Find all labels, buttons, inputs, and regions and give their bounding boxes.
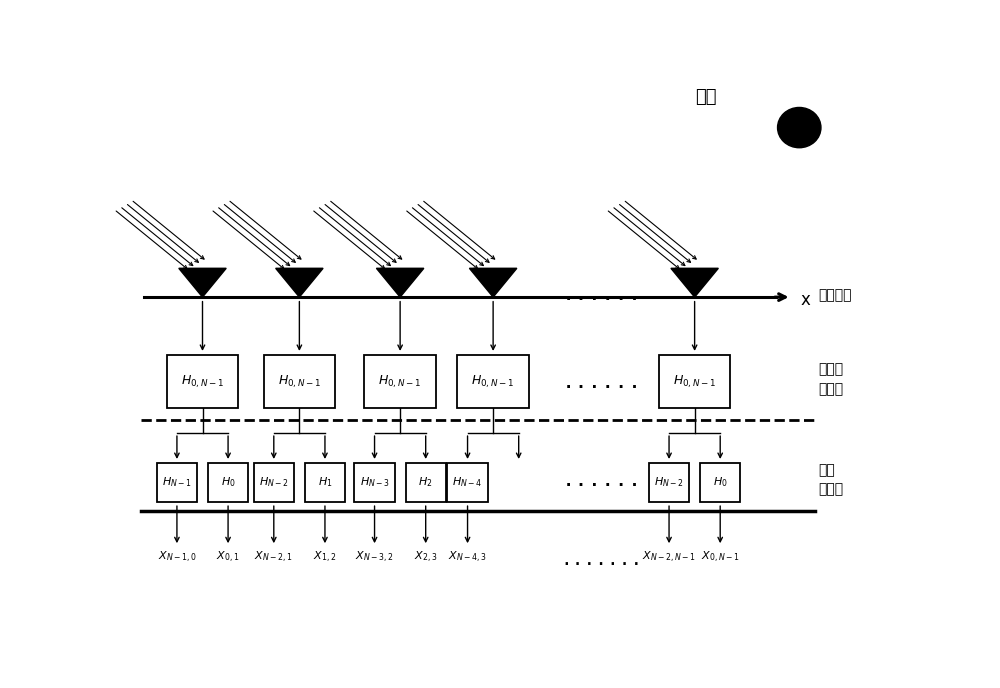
FancyBboxPatch shape	[700, 464, 740, 502]
Text: 宽带滤
波器组: 宽带滤 波器组	[819, 363, 844, 396]
FancyBboxPatch shape	[208, 464, 248, 502]
Text: $X_{N-2,N-1}$: $X_{N-2,N-1}$	[642, 550, 696, 566]
FancyBboxPatch shape	[354, 464, 395, 502]
Ellipse shape	[778, 107, 821, 148]
FancyBboxPatch shape	[447, 464, 488, 502]
Text: $X_{2,3}$: $X_{2,3}$	[414, 550, 437, 566]
Text: $X_{0,1}$: $X_{0,1}$	[216, 550, 240, 566]
FancyBboxPatch shape	[649, 464, 689, 502]
Polygon shape	[671, 268, 718, 297]
Text: $X_{N-1,0}$: $X_{N-1,0}$	[158, 550, 196, 566]
Text: ......: ......	[562, 284, 642, 305]
Text: $H_{0,N-1}$: $H_{0,N-1}$	[278, 374, 321, 390]
Text: x: x	[801, 291, 811, 309]
FancyBboxPatch shape	[457, 356, 529, 409]
Text: $X_{N-3,2}$: $X_{N-3,2}$	[355, 550, 394, 566]
Polygon shape	[376, 268, 424, 297]
FancyBboxPatch shape	[254, 464, 294, 502]
Text: $H_2$: $H_2$	[418, 475, 433, 489]
Text: $X_{N-4,3}$: $X_{N-4,3}$	[448, 550, 487, 566]
Polygon shape	[469, 268, 517, 297]
Polygon shape	[276, 268, 323, 297]
Text: $H_{0,N-1}$: $H_{0,N-1}$	[378, 374, 422, 390]
Text: 接收阵元: 接收阵元	[819, 288, 852, 303]
Text: $H_{0,N-1}$: $H_{0,N-1}$	[471, 374, 515, 390]
FancyBboxPatch shape	[157, 464, 197, 502]
Text: $H_{N-2}$: $H_{N-2}$	[654, 475, 684, 489]
FancyBboxPatch shape	[406, 464, 446, 502]
Text: ......: ......	[562, 372, 642, 392]
Text: .......: .......	[560, 550, 643, 569]
FancyBboxPatch shape	[305, 464, 345, 502]
Text: $H_{N-3}$: $H_{N-3}$	[360, 475, 390, 489]
FancyBboxPatch shape	[167, 356, 238, 409]
FancyBboxPatch shape	[264, 356, 335, 409]
Text: $H_0$: $H_0$	[221, 475, 235, 489]
Text: $H_0$: $H_0$	[713, 475, 728, 489]
Text: $X_{0,N-1}$: $X_{0,N-1}$	[701, 550, 740, 566]
Text: 目标: 目标	[696, 88, 717, 107]
Text: $H_{N-4}$: $H_{N-4}$	[452, 475, 483, 489]
Text: $H_1$: $H_1$	[318, 475, 332, 489]
Text: $X_{1,2}$: $X_{1,2}$	[313, 550, 337, 566]
FancyBboxPatch shape	[364, 356, 436, 409]
Text: $X_{N-2,1}$: $X_{N-2,1}$	[254, 550, 293, 566]
Polygon shape	[179, 268, 226, 297]
Text: ......: ......	[562, 470, 642, 490]
Text: $H_{N-2}$: $H_{N-2}$	[259, 475, 289, 489]
Text: $H_{N-1}$: $H_{N-1}$	[162, 475, 192, 489]
Text: $H_{0,N-1}$: $H_{0,N-1}$	[181, 374, 224, 390]
Text: $H_{0,N-1}$: $H_{0,N-1}$	[673, 374, 716, 390]
FancyBboxPatch shape	[659, 356, 730, 409]
Text: 窄带
滤波器: 窄带 滤波器	[819, 463, 844, 497]
